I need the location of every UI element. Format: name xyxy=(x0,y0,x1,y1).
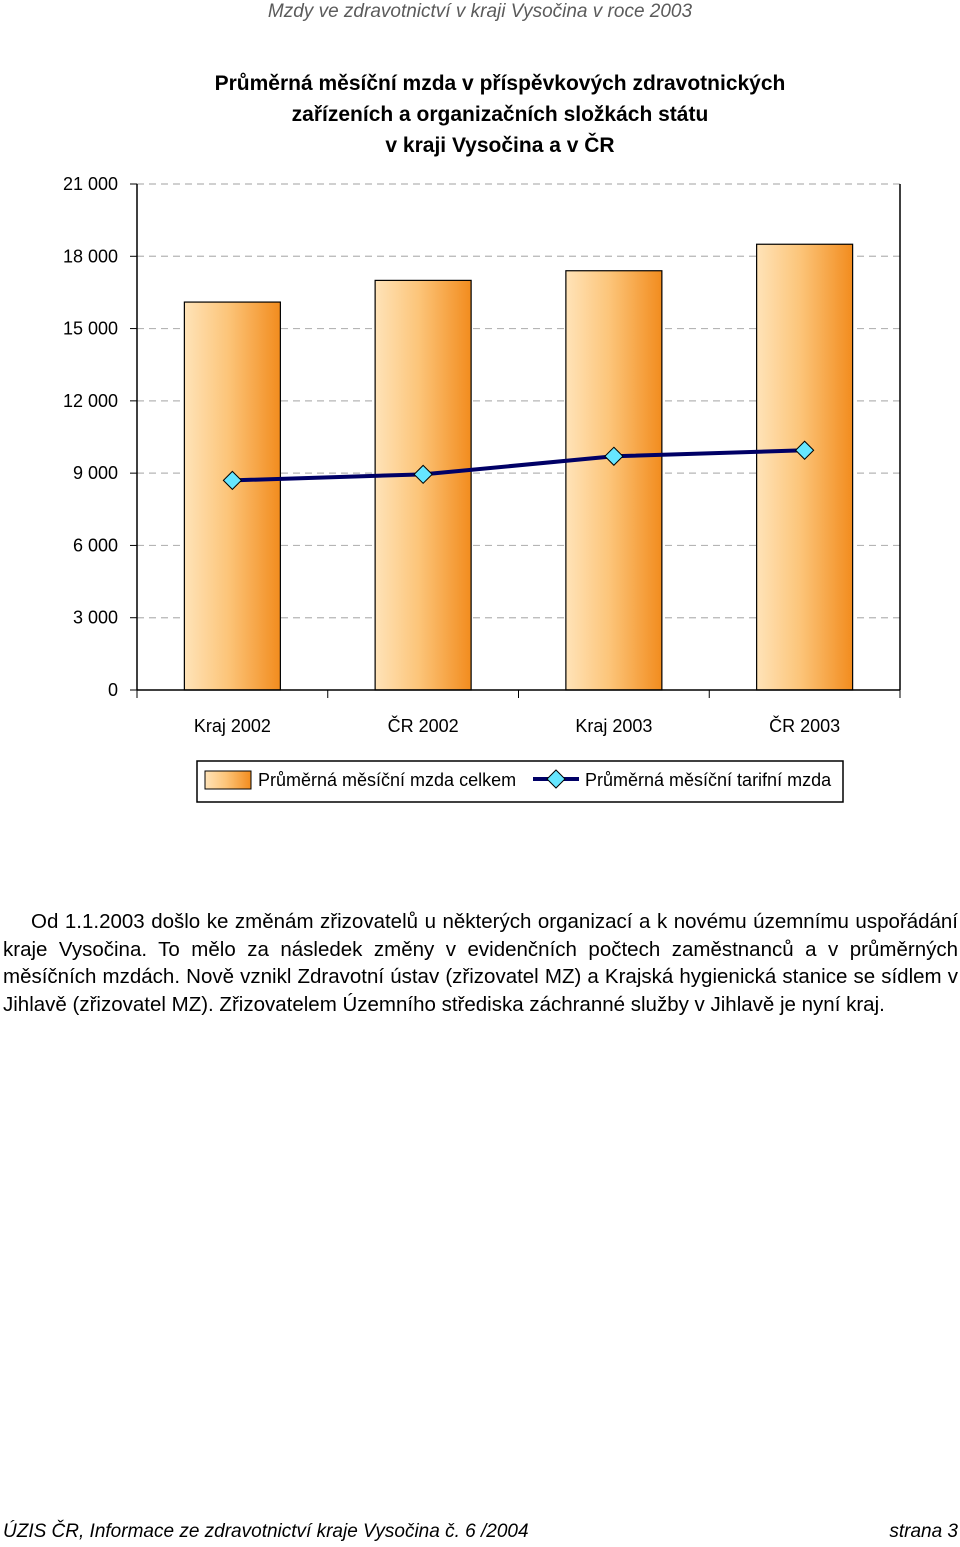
legend-bar-swatch xyxy=(204,770,252,790)
y-tick-label: 21 000 xyxy=(63,174,118,194)
tariff-line-path xyxy=(232,448,805,483)
bar-4 xyxy=(756,243,854,691)
bar-3 xyxy=(565,270,663,691)
tariff-point-1 xyxy=(222,470,243,491)
x-category-label: Kraj 2003 xyxy=(575,716,652,736)
page-header: Mzdy ve zdravotnictví v kraji Vysočina v… xyxy=(0,0,960,24)
wage-chart: Průměrná měsíční mzda v příspěvkových zd… xyxy=(63,72,901,803)
footer-left: ÚZIS ČR, Informace ze zdravotnictví kraj… xyxy=(3,1521,529,1542)
legend-line-marker xyxy=(546,769,566,789)
y-tick-label: 18 000 xyxy=(63,246,118,266)
chart-title-line: Průměrná měsíční mzda v příspěvkových zd… xyxy=(215,72,786,95)
tariff-point-4 xyxy=(794,440,815,460)
y-tick-label: 0 xyxy=(108,680,118,700)
legend-label-bar: Průměrná měsíční mzda celkem xyxy=(258,770,516,790)
tariff-point-3 xyxy=(604,446,624,466)
y-tick-label: 9 000 xyxy=(73,463,118,483)
x-category-label: ČR 2003 xyxy=(769,715,840,736)
x-category-label: ČR 2002 xyxy=(388,715,459,736)
tariff-line xyxy=(222,440,815,491)
bars xyxy=(183,243,854,691)
footer-page-number: strana 3 xyxy=(889,1521,958,1542)
legend: Průměrná měsíční mzda celkem Průměrná měs… xyxy=(196,760,844,803)
tariff-point-2 xyxy=(413,464,433,485)
x-category-label: Kraj 2002 xyxy=(194,716,271,736)
y-tick-label: 3 000 xyxy=(73,608,118,628)
x-category-labels: Kraj 2002 ČR 2002 Kraj 2003 ČR 2003 xyxy=(194,715,840,736)
axes xyxy=(130,183,901,698)
bar-2 xyxy=(374,279,472,691)
header-text: Mzdy ve zdravotnictví v kraji Vysočina v… xyxy=(267,1,693,22)
body-paragraph: Od 1.1.2003 došlo ke změnám zřizovatelů … xyxy=(3,908,958,1018)
page-footer: ÚZIS ČR, Informace ze zdravotnictví kraj… xyxy=(3,1521,958,1543)
paragraph-text: Od 1.1.2003 došlo ke změnám zřizovatelů … xyxy=(3,910,958,1016)
bar-1 xyxy=(183,301,281,691)
y-tick-labels: 0 3 000 6 000 9 000 12 000 15 000 18 000 21 000 xyxy=(63,174,118,700)
chart-title: Průměrná měsíční mzda v příspěvkových zd… xyxy=(215,72,786,157)
chart-title-line: zařízeních a organizačních složkách stát… xyxy=(292,103,709,126)
y-tick-label: 12 000 xyxy=(63,391,118,411)
legend-box xyxy=(196,760,844,803)
y-tick-label: 15 000 xyxy=(63,319,118,339)
chart-title-line: v kraji Vysočina a v ČR xyxy=(385,133,614,157)
y-tick-label: 6 000 xyxy=(73,535,118,555)
legend-label-line: Průměrná měsíční tarifní mzda xyxy=(585,770,832,790)
